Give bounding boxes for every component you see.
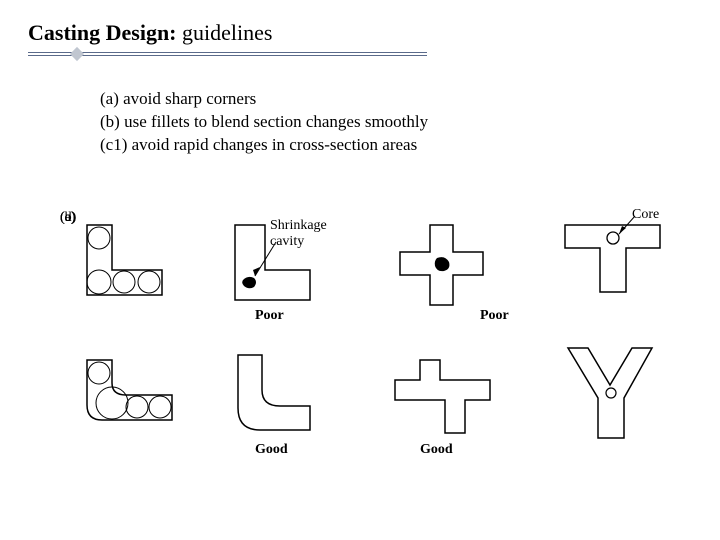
guideline-c: (c1) avoid rapid changes in cross-sectio… xyxy=(100,134,720,157)
fig-a xyxy=(82,220,172,300)
fig-c-good xyxy=(230,350,320,440)
diamond-icon xyxy=(70,47,84,61)
guideline-b: (b) use fillets to blend section changes… xyxy=(100,111,720,134)
arrow-shrinkage xyxy=(230,220,350,305)
caption-d-good: Good xyxy=(420,442,453,458)
caption-d-poor: Poor xyxy=(480,308,509,324)
arrow-core xyxy=(560,210,680,270)
caption-c-poor: Poor xyxy=(255,308,284,324)
title-rule xyxy=(28,52,692,60)
fig-e-bottom xyxy=(560,340,670,445)
guideline-a: (a) avoid sharp corners xyxy=(100,88,720,111)
fig-d-poor xyxy=(395,220,490,310)
figure-area: (a) (b) (c) Shrinkage cavity Poor Good (… xyxy=(60,210,700,510)
title-rest: guidelines xyxy=(177,20,273,45)
fig-b xyxy=(82,355,182,430)
caption-c-good: Good xyxy=(255,442,288,458)
page-title: Casting Design: guidelines xyxy=(28,20,692,46)
fig-d-good xyxy=(390,355,500,440)
guidelines-list: (a) avoid sharp corners (b) use fillets … xyxy=(100,88,720,157)
title-bold: Casting Design: xyxy=(28,20,177,45)
label-e: (e) xyxy=(60,210,76,226)
